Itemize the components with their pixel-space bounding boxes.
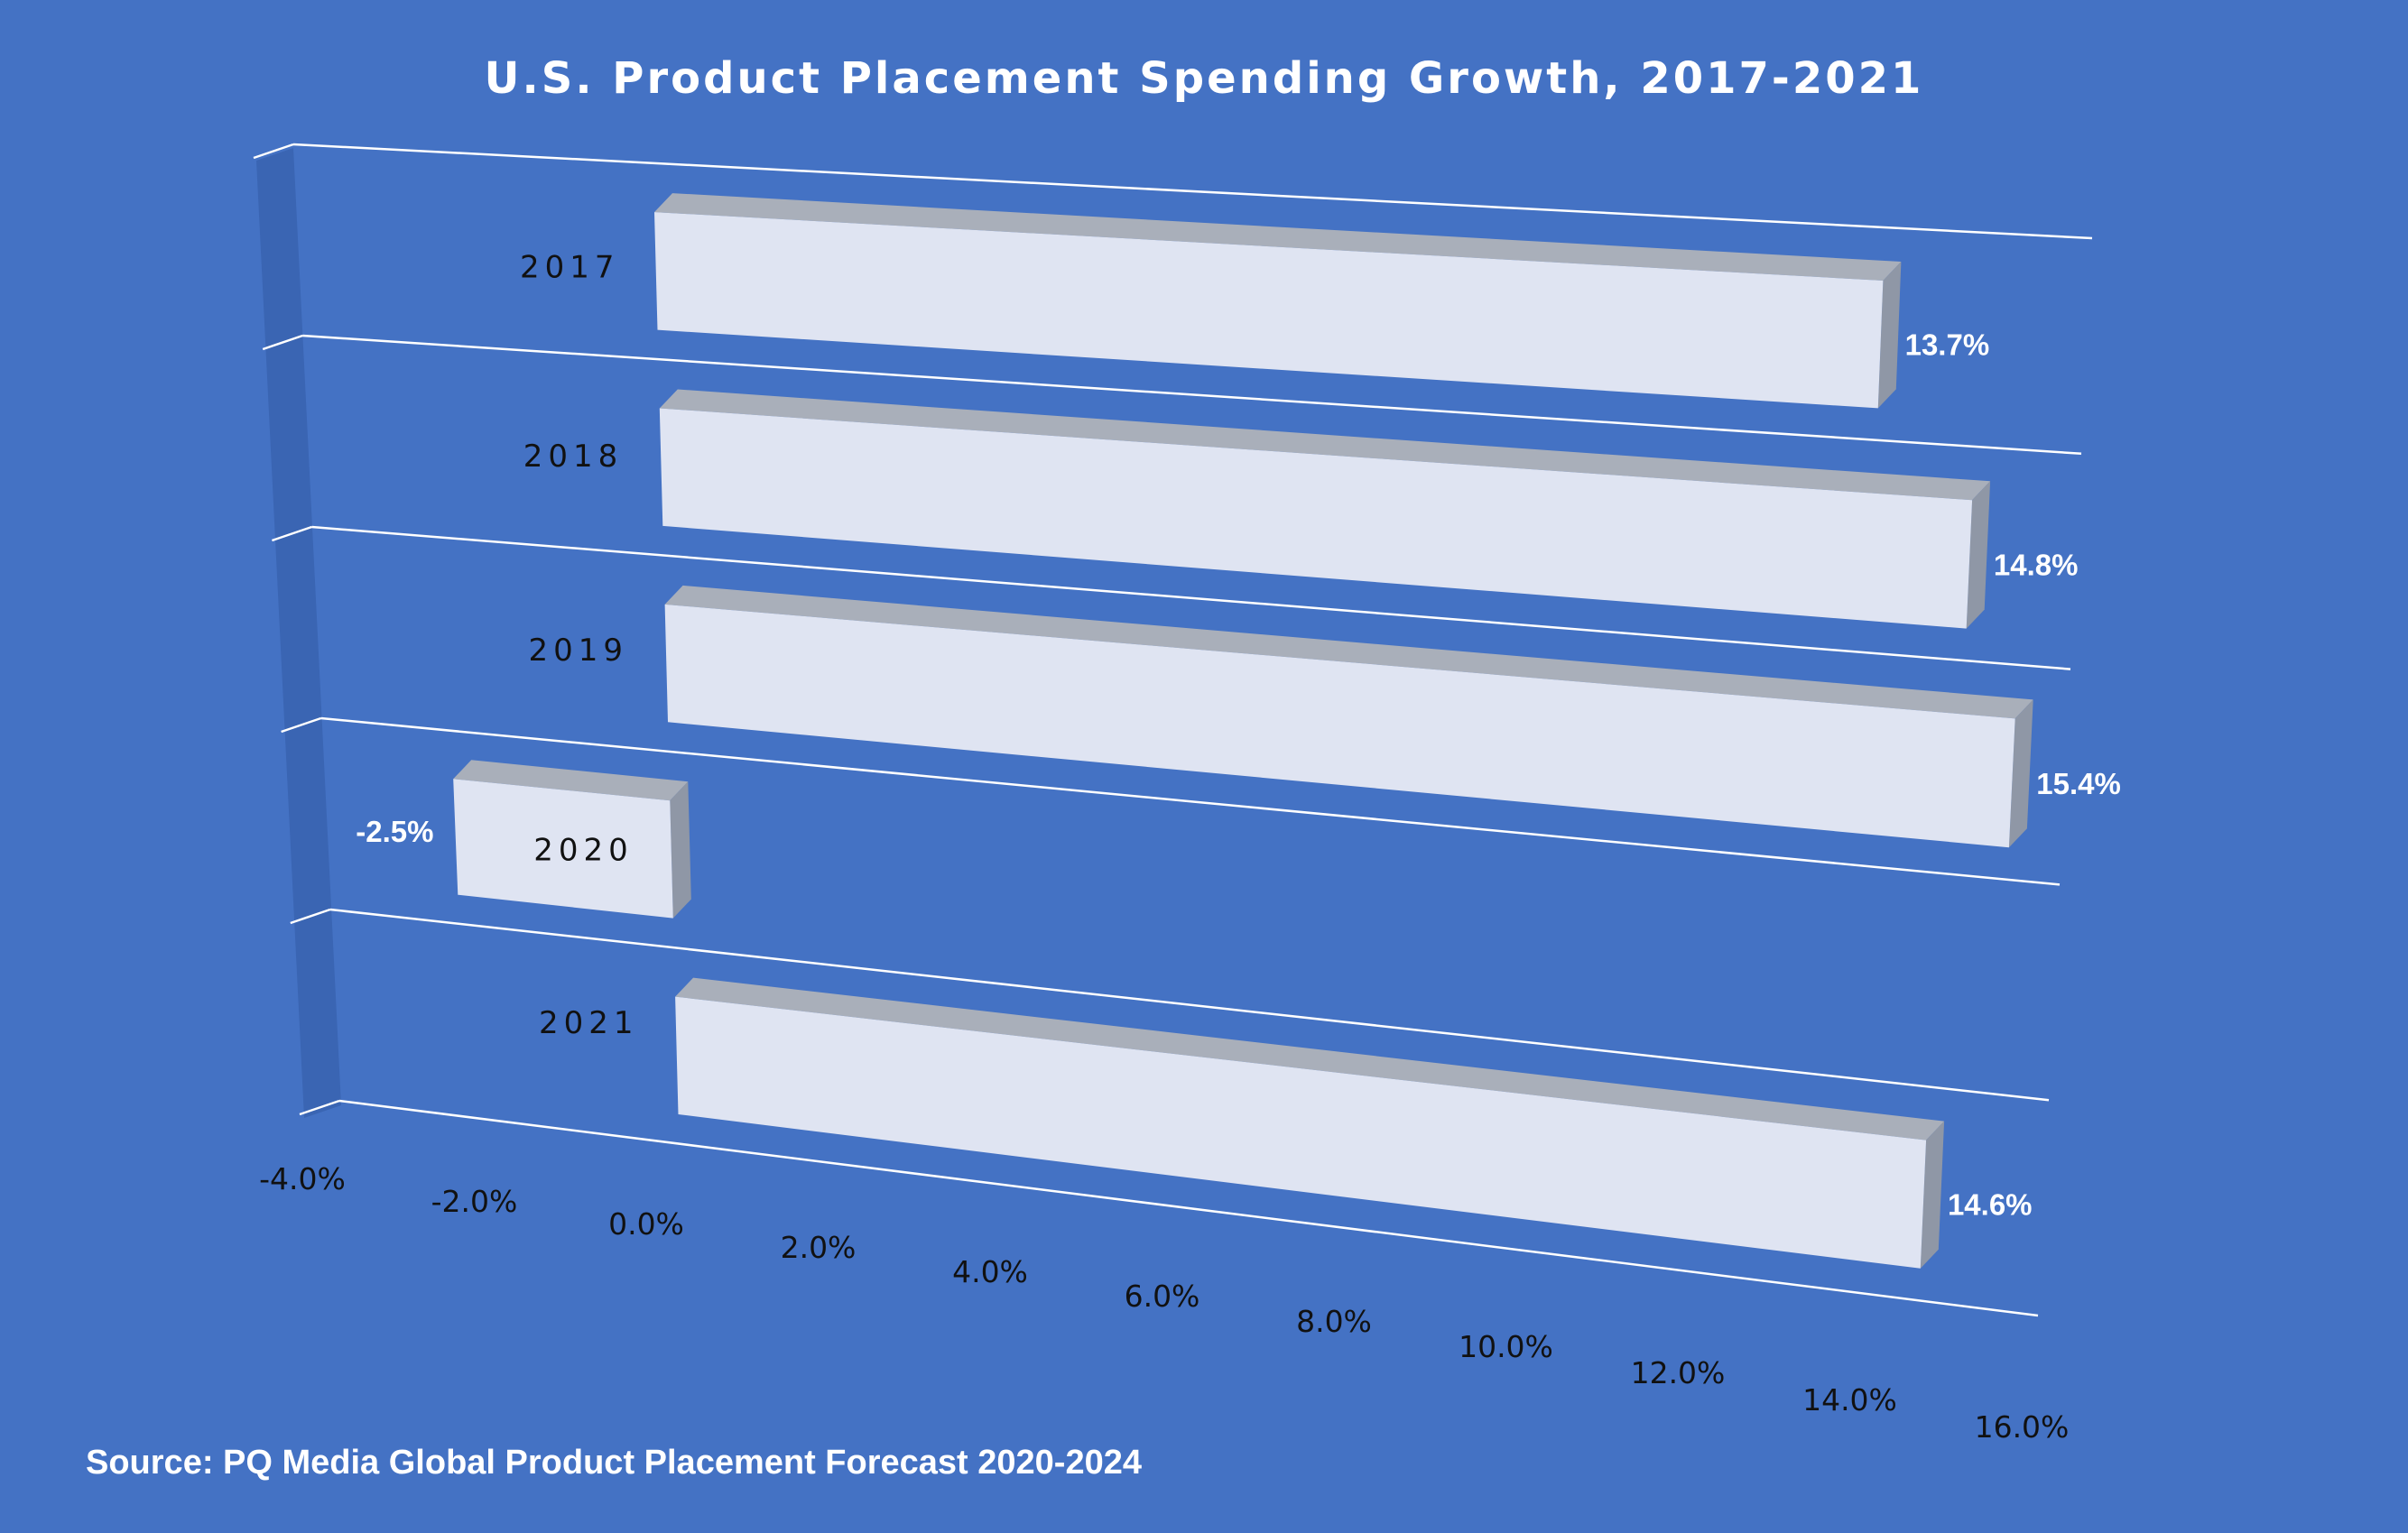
x-tick-label: 0.0% [608,1206,684,1242]
bar-side-2017 [1877,262,1902,409]
x-tick-label: 10.0% [1459,1329,1553,1364]
gridline-depth-edge [271,525,312,542]
gridline-depth-edge [253,143,294,160]
labels: 13.7% 14.8% 15.4% -2.5% 14.6% 2017 2018 2019 202… [259,249,2121,1445]
x-tick-label: 6.0% [1125,1279,1200,1314]
gridline-depth-edge [290,908,331,925]
x-tick-label: 4.0% [952,1254,1028,1289]
chart-side-wall [256,148,341,1118]
data-label-2019: 15.4% [2036,767,2121,800]
gridline-depth-edge [262,334,303,351]
bar-2021 [675,996,1927,1269]
bars [453,193,2033,1269]
x-tick-label: 16.0% [1975,1409,2070,1445]
gridline [302,334,2082,456]
x-tick-label: 2.0% [781,1230,857,1265]
data-label-2021: 14.6% [1948,1188,2033,1222]
x-tick-label: 14.0% [1802,1382,1897,1418]
gridline [311,525,2071,670]
gridline [320,716,2061,886]
gridlines [253,143,2093,1317]
category-label-2020: 2020 [533,833,634,869]
x-tick-label: 12.0% [1631,1355,1726,1390]
bar-2020 [453,779,673,919]
bar-2018 [659,408,1973,629]
category-label-2021: 2021 [539,1005,639,1041]
category-label-2018: 2018 [523,439,624,475]
x-tick-label: -4.0% [259,1161,346,1196]
bar-top-2018 [659,389,1991,501]
data-label-2018: 14.8% [1994,548,2079,581]
bar-side-2019 [2008,699,2033,848]
gridline-depth-edge [281,716,322,734]
bar-2017 [654,212,1884,409]
source-note: Source: PQ Media Global Product Placemen… [86,1444,1142,1482]
chart-title: U.S. Product Placement Spending Growth, … [485,53,1924,104]
bar-side-2018 [1966,481,1991,629]
x-tick-label: 8.0% [1296,1304,1372,1339]
gridline [329,908,2050,1102]
category-label-2019: 2019 [528,633,628,669]
bar-side-2020 [670,781,691,919]
bar-top-2020 [453,760,689,801]
bar-top-2021 [675,977,1945,1141]
data-label-2017: 13.7% [1905,328,1990,362]
gridline-depth-edge [299,1099,340,1116]
category-label-2017: 2017 [520,249,620,285]
data-label-2020: -2.5% [356,815,433,848]
bar-top-2019 [664,585,2033,719]
bar-side-2021 [1920,1121,1945,1269]
gridline [292,143,2093,240]
bar-top-2017 [654,193,1902,281]
gridline [338,1099,2039,1317]
bar-2019 [664,604,2015,848]
x-tick-label: -2.0% [431,1184,518,1219]
